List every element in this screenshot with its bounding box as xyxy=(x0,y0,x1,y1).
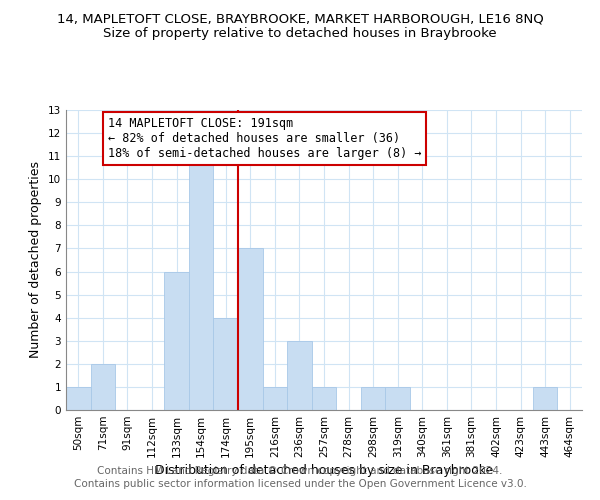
Bar xyxy=(91,364,115,410)
Text: Contains public sector information licensed under the Open Government Licence v3: Contains public sector information licen… xyxy=(74,479,526,489)
Bar xyxy=(66,387,91,410)
Text: Size of property relative to detached houses in Braybrooke: Size of property relative to detached ho… xyxy=(103,28,497,40)
Text: 14, MAPLETOFT CLOSE, BRAYBROOKE, MARKET HARBOROUGH, LE16 8NQ: 14, MAPLETOFT CLOSE, BRAYBROOKE, MARKET … xyxy=(56,12,544,26)
X-axis label: Distribution of detached houses by size in Braybrooke: Distribution of detached houses by size … xyxy=(155,464,493,477)
Text: 14 MAPLETOFT CLOSE: 191sqm
← 82% of detached houses are smaller (36)
18% of semi: 14 MAPLETOFT CLOSE: 191sqm ← 82% of deta… xyxy=(108,117,421,160)
Bar xyxy=(189,156,214,410)
Bar xyxy=(312,387,336,410)
Text: Contains HM Land Registry data © Crown copyright and database right 2024.: Contains HM Land Registry data © Crown c… xyxy=(97,466,503,476)
Bar xyxy=(287,341,312,410)
Bar xyxy=(533,387,557,410)
Bar xyxy=(164,272,189,410)
Bar xyxy=(361,387,385,410)
Bar xyxy=(385,387,410,410)
Y-axis label: Number of detached properties: Number of detached properties xyxy=(29,162,43,358)
Bar xyxy=(214,318,238,410)
Bar xyxy=(263,387,287,410)
Bar xyxy=(238,248,263,410)
